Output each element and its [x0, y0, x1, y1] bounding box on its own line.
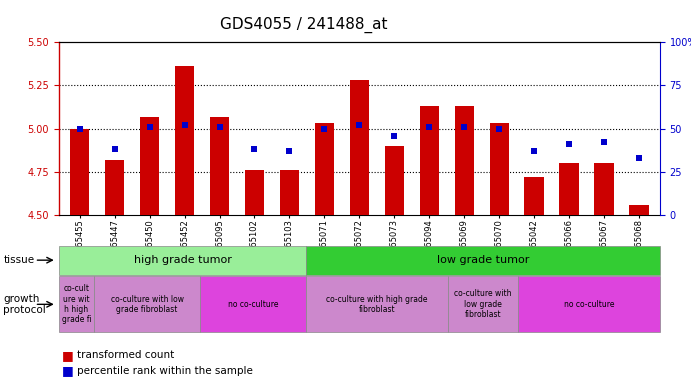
Text: co-cult
ure wit
h high
grade fi: co-cult ure wit h high grade fi: [61, 284, 91, 324]
Bar: [140, 116, 159, 215]
Text: no co-culture: no co-culture: [564, 300, 614, 309]
Text: tissue: tissue: [3, 255, 35, 265]
Bar: [455, 106, 474, 215]
Text: ■: ■: [62, 349, 74, 362]
Bar: [70, 129, 89, 215]
Text: transformed count: transformed count: [77, 350, 175, 360]
Bar: [560, 163, 578, 215]
Text: ■: ■: [62, 364, 74, 377]
Bar: [175, 66, 194, 215]
Text: co-culture with low
grade fibroblast: co-culture with low grade fibroblast: [111, 295, 184, 314]
Text: high grade tumor: high grade tumor: [133, 255, 231, 265]
Bar: [630, 205, 649, 215]
Text: GDS4055 / 241488_at: GDS4055 / 241488_at: [220, 17, 388, 33]
Text: no co-culture: no co-culture: [228, 300, 278, 309]
Bar: [280, 170, 299, 215]
Bar: [245, 170, 264, 215]
Bar: [210, 116, 229, 215]
Text: growth
protocol: growth protocol: [3, 293, 46, 315]
Bar: [489, 123, 509, 215]
Bar: [524, 177, 544, 215]
Bar: [419, 106, 439, 215]
Bar: [105, 160, 124, 215]
Bar: [315, 123, 334, 215]
Bar: [594, 163, 614, 215]
Bar: [350, 80, 369, 215]
Text: percentile rank within the sample: percentile rank within the sample: [77, 366, 254, 376]
Text: low grade tumor: low grade tumor: [437, 255, 529, 265]
Text: co-culture with
low grade
fibroblast: co-culture with low grade fibroblast: [455, 290, 512, 319]
Text: co-culture with high grade
fibroblast: co-culture with high grade fibroblast: [326, 295, 428, 314]
Bar: [385, 146, 404, 215]
